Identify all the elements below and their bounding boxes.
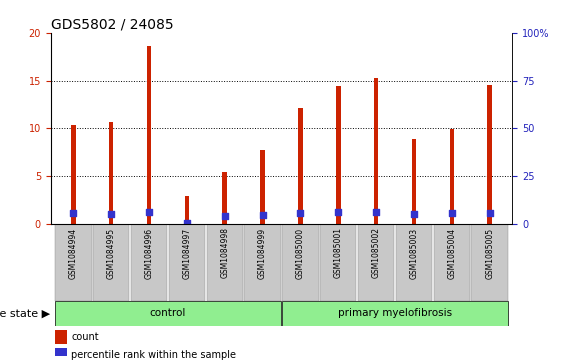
Bar [55,301,281,326]
Bar [169,224,205,301]
Bar [185,196,189,224]
Bar [93,224,129,301]
Bar [131,224,167,301]
Bar [282,224,319,301]
Bar [260,150,265,224]
Text: GSM1084994: GSM1084994 [69,227,78,278]
Point [220,213,229,219]
Bar [55,330,67,344]
Point [334,209,343,215]
Bar [109,122,114,224]
Point [145,209,154,215]
Bar [358,224,394,301]
Bar [298,109,303,224]
Text: count: count [72,332,99,342]
Bar [244,224,281,301]
Bar [320,224,356,301]
Point [69,210,78,216]
Text: GSM1085005: GSM1085005 [485,227,494,278]
Bar [434,224,470,301]
Text: GSM1085004: GSM1085004 [447,227,456,278]
Text: percentile rank within the sample: percentile rank within the sample [72,350,236,360]
Bar [282,301,508,326]
Text: GDS5802 / 24085: GDS5802 / 24085 [51,17,173,32]
Point [258,212,267,218]
Point [182,220,191,226]
Text: GSM1084997: GSM1084997 [182,227,191,278]
Bar [222,172,227,224]
Text: control: control [150,308,186,318]
Bar [412,139,416,224]
Bar [374,78,378,224]
Bar [55,224,92,301]
Point [447,211,456,216]
Point [107,211,116,217]
Point [485,210,494,216]
Text: GSM1084998: GSM1084998 [220,227,229,278]
Text: disease state ▶: disease state ▶ [0,308,50,318]
Bar [147,46,151,224]
Text: GSM1084996: GSM1084996 [145,227,154,278]
Point [409,212,418,217]
Bar [207,224,243,301]
Text: GSM1085002: GSM1085002 [372,227,381,278]
Bar [488,85,492,224]
Text: primary myelofibrosis: primary myelofibrosis [338,308,452,318]
Text: GSM1085003: GSM1085003 [409,227,418,278]
Text: GSM1084999: GSM1084999 [258,227,267,278]
Bar [336,86,341,224]
Text: GSM1085000: GSM1085000 [296,227,305,278]
Text: GSM1085001: GSM1085001 [334,227,343,278]
Bar [449,130,454,224]
Point [372,209,381,215]
Bar [71,125,75,224]
Bar [396,224,432,301]
Point [296,210,305,216]
Bar [55,348,67,362]
Bar [471,224,508,301]
Text: GSM1084995: GSM1084995 [107,227,116,278]
